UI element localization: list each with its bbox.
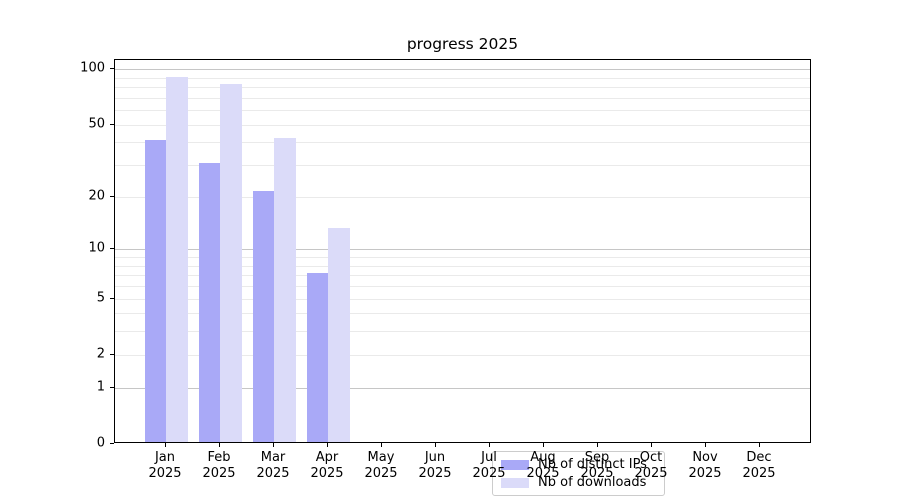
- x-tick-label-jan: Jan 2025: [148, 450, 182, 481]
- y-tick-mark-50: [110, 123, 114, 125]
- y-tick-label-5: 5: [96, 290, 105, 305]
- gridline-major-100: [115, 69, 810, 71]
- x-tick-label-mar: Mar 2025: [256, 450, 290, 481]
- x-tick-mark-may: [381, 443, 382, 447]
- x-tick-label-aug: Aug 2025: [526, 450, 560, 481]
- bar-downloads-mar: [274, 138, 296, 442]
- x-tick-label-sep: Sep 2025: [580, 450, 614, 481]
- y-tick-mark-1: [110, 386, 114, 388]
- legend-label-distinct-ips: Nb of distinct IPs: [538, 457, 647, 472]
- x-tick-label-jul: Jul 2025: [472, 450, 506, 481]
- x-tick-label-oct: Oct 2025: [634, 450, 668, 481]
- x-tick-mark-oct: [651, 443, 652, 447]
- y-tick-label-0: 0: [96, 435, 105, 451]
- x-tick-mark-nov: [705, 443, 706, 447]
- gridline-minor-4: [115, 313, 810, 315]
- gridline-minor-8: [115, 265, 810, 267]
- legend: Nb of distinct IPs Nb of downloads: [492, 451, 665, 496]
- gridline-minor-50: [115, 124, 810, 126]
- gridline-minor-2: [115, 354, 810, 356]
- x-tick-mark-aug: [543, 443, 544, 447]
- bar-downloads-jan: [166, 76, 188, 442]
- gridline-major-1: [115, 387, 810, 389]
- x-tick-label-may: May 2025: [364, 450, 398, 481]
- x-tick-mark-jul: [489, 443, 490, 447]
- bar-distinct-ips-mar: [252, 190, 274, 442]
- x-tick-mark-jan: [165, 443, 166, 447]
- gridline-minor-3: [115, 331, 810, 333]
- legend-item-downloads: Nb of downloads: [501, 475, 656, 490]
- x-tick-mark-apr: [327, 443, 328, 447]
- x-tick-mark-mar: [273, 443, 274, 447]
- gridline-major-10: [115, 249, 810, 251]
- gridline-minor-90: [115, 77, 810, 79]
- y-tick-label-1: 1: [96, 379, 105, 395]
- legend-item-distinct-ips: Nb of distinct IPs: [501, 457, 656, 472]
- legend-swatch-downloads: [501, 477, 529, 488]
- y-tick-mark-2: [110, 353, 114, 355]
- bar-distinct-ips-apr: [306, 273, 328, 442]
- bar-downloads-feb: [220, 84, 242, 442]
- gridline-minor-60: [115, 110, 810, 112]
- y-tick-label-10: 10: [88, 240, 105, 256]
- y-tick-label-50: 50: [88, 116, 105, 132]
- x-tick-label-apr: Apr 2025: [310, 450, 344, 481]
- gridline-minor-30: [115, 165, 810, 167]
- y-tick-mark-0: [110, 443, 114, 444]
- x-tick-label-jun: Jun 2025: [418, 450, 452, 481]
- gridline-minor-5: [115, 298, 810, 300]
- bar-distinct-ips-jan: [144, 140, 166, 442]
- plot-area: Nb of distinct IPs Nb of downloads: [114, 59, 811, 496]
- x-tick-label-feb: Feb 2025: [202, 450, 236, 481]
- x-tick-mark-dec: [759, 443, 760, 447]
- y-tick-mark-20: [110, 195, 114, 197]
- y-tick-mark-5: [110, 297, 114, 299]
- x-tick-mark-sep: [597, 443, 598, 447]
- gridline-minor-6: [115, 285, 810, 287]
- gridline-minor-20: [115, 196, 810, 198]
- gridline-minor-40: [115, 142, 810, 144]
- y-tick-mark-100: [110, 68, 114, 70]
- x-tick-label-dec: Dec 2025: [742, 450, 776, 481]
- gridline-minor-7: [115, 275, 810, 277]
- bar-distinct-ips-feb: [198, 163, 220, 442]
- x-tick-mark-jun: [435, 443, 436, 447]
- x-tick-label-nov: Nov 2025: [688, 450, 722, 481]
- gridline-minor-80: [115, 87, 810, 88]
- y-tick-label-20: 20: [88, 188, 105, 204]
- chart-title: progress 2025: [406, 35, 519, 53]
- y-tick-mark-10: [110, 248, 114, 250]
- y-tick-label-100: 100: [80, 60, 105, 76]
- legend-swatch-distinct-ips: [501, 459, 529, 470]
- gridline-minor-70: [115, 97, 810, 99]
- gridline-minor-9: [115, 257, 810, 258]
- legend-label-downloads: Nb of downloads: [538, 475, 647, 490]
- bar-downloads-apr: [328, 227, 350, 442]
- y-tick-label-2: 2: [96, 346, 105, 362]
- x-tick-mark-feb: [219, 443, 220, 447]
